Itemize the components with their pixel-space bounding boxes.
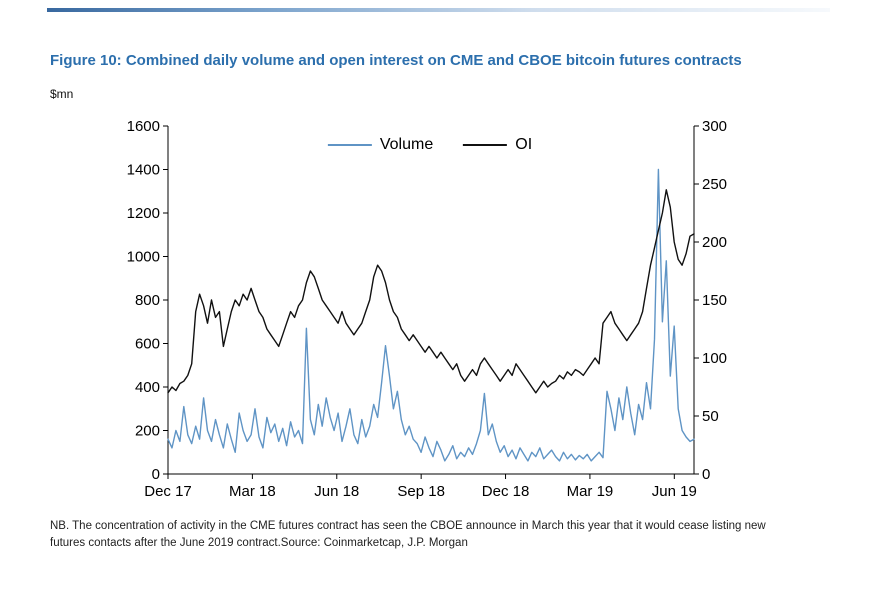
svg-text:200: 200 <box>702 234 727 251</box>
svg-text:400: 400 <box>135 379 160 396</box>
svg-text:50: 50 <box>702 408 719 425</box>
oi-line-swatch <box>463 144 508 146</box>
svg-text:0: 0 <box>152 466 160 483</box>
svg-text:Jun 18: Jun 18 <box>314 483 359 500</box>
svg-text:Dec 18: Dec 18 <box>482 483 530 500</box>
svg-text:Jun 19: Jun 19 <box>652 483 697 500</box>
legend-label-volume: Volume <box>379 136 434 153</box>
header-gradient-bar <box>47 8 830 12</box>
svg-text:1400: 1400 <box>127 162 160 179</box>
svg-text:1200: 1200 <box>127 205 160 222</box>
svg-text:Dec 17: Dec 17 <box>144 483 192 500</box>
svg-text:1000: 1000 <box>127 249 160 266</box>
svg-text:Mar 19: Mar 19 <box>567 483 614 500</box>
figure-title: Figure 10: Combined daily volume and ope… <box>50 52 742 69</box>
svg-text:Mar 18: Mar 18 <box>229 483 276 500</box>
chart: 0 200 400 600 800 1000 1200 1400 1600 0 50 100 150 20… <box>110 112 750 510</box>
svg-text:0: 0 <box>702 466 710 483</box>
svg-text:100: 100 <box>702 350 727 367</box>
svg-text:200: 200 <box>135 423 160 440</box>
svg-text:150: 150 <box>702 292 727 309</box>
axis-unit-label: $mn <box>50 87 74 101</box>
svg-text:600: 600 <box>135 336 160 353</box>
legend-label-oi: OI <box>515 136 533 153</box>
volume-line-swatch <box>327 144 372 146</box>
svg-text:Sep 18: Sep 18 <box>397 483 445 500</box>
svg-text:800: 800 <box>135 292 160 309</box>
legend-item-oi: OI <box>463 136 532 154</box>
svg-text:1600: 1600 <box>127 118 160 135</box>
svg-text:250: 250 <box>702 176 727 193</box>
footnote: NB. The concentration of activity in the… <box>50 520 766 550</box>
legend-item-volume: Volume <box>327 136 434 154</box>
chart-canvas: 0 200 400 600 800 1000 1200 1400 1600 0 50 100 150 20… <box>127 118 727 500</box>
chart-legend: Volume OI <box>327 136 532 154</box>
svg-text:300: 300 <box>702 118 727 135</box>
